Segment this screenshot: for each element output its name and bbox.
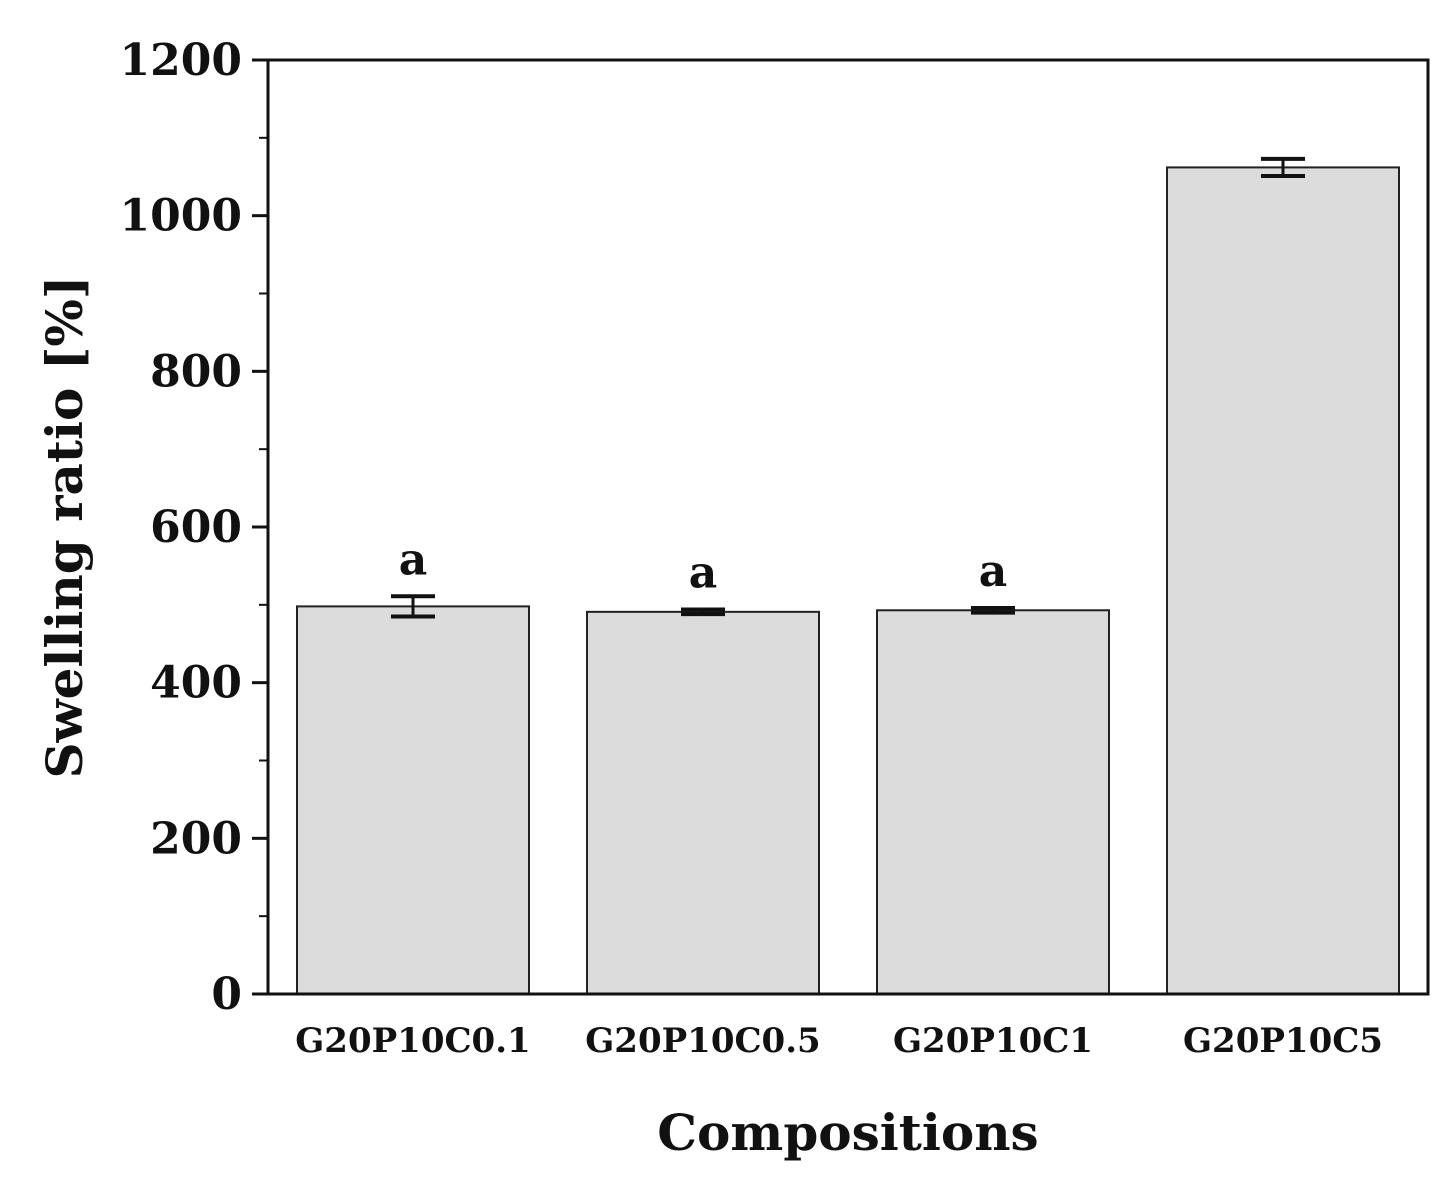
error-bars-layer xyxy=(391,156,1305,619)
significance-label-1: a xyxy=(399,534,428,585)
y-tick-label-400: 400 xyxy=(150,658,242,709)
y-tick-label-1200: 1200 xyxy=(120,35,242,86)
y-tick-label-800: 800 xyxy=(150,346,242,397)
x-axis-category-labels: G20P10C0.1 G20P10C0.5 G20P10C1 G20P10C5 xyxy=(295,1021,1383,1061)
y-tick-label-0: 0 xyxy=(211,969,242,1020)
bar-4 xyxy=(1166,166,1400,996)
y-axis-ticks: 0 200 400 600 800 1000 1200 xyxy=(120,35,268,1020)
y-axis-title: Swelling ratio [%] xyxy=(35,275,94,778)
bar-2 xyxy=(586,610,820,995)
significance-label-2: a xyxy=(689,548,718,599)
bar-3 xyxy=(876,609,1110,995)
category-label-3: G20P10C1 xyxy=(893,1021,1093,1061)
bars-layer xyxy=(296,166,1400,996)
category-label-2: G20P10C0.5 xyxy=(585,1021,820,1061)
category-label-1: G20P10C0.1 xyxy=(295,1021,530,1061)
bar-1 xyxy=(296,605,530,995)
x-axis-title: Compositions xyxy=(657,1103,1038,1162)
significance-label-3: a xyxy=(979,546,1008,597)
y-tick-label-600: 600 xyxy=(150,502,242,553)
y-tick-label-200: 200 xyxy=(150,813,242,864)
category-label-4: G20P10C5 xyxy=(1183,1021,1383,1061)
y-tick-label-1000: 1000 xyxy=(120,191,242,242)
